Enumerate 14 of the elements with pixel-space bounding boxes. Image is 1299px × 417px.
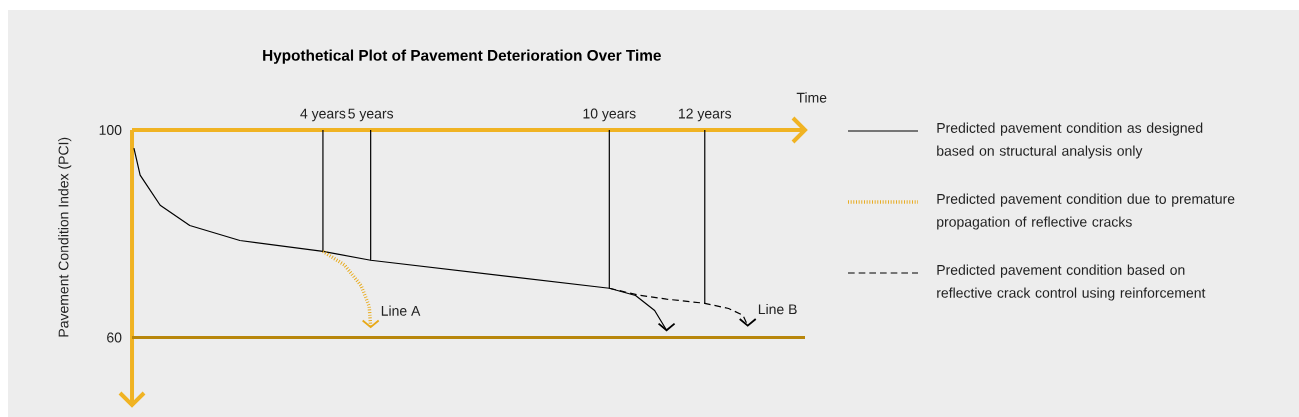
x-tick-label: 10 years: [583, 108, 636, 122]
x-axis-title: Time: [796, 92, 827, 103]
x-tick-label: 12 years: [678, 108, 732, 122]
y-axis-title: Pavement Condition Index (PCI): [58, 137, 72, 337]
legend-label: Predicted pavement condition based on reflective crack control using reinforcement: [937, 264, 1206, 301]
y-tick-label: 100: [99, 125, 122, 135]
x-tick-label: 5 years: [348, 108, 394, 122]
annotation: Line B: [758, 303, 797, 315]
legend-label: Predicted pavement condition as designed based on structural analysis only: [937, 122, 1203, 159]
legend-label: Predicted pavement condition due to premature propagation of reflective cracks: [937, 193, 1235, 230]
annotation: Line A: [381, 305, 421, 316]
chart-title: Hypothetical Plot of Pavement Deterioration Over Time: [263, 49, 661, 64]
x-tick-label: 4 years: [300, 108, 346, 122]
y-tick-label: 60: [107, 332, 122, 343]
